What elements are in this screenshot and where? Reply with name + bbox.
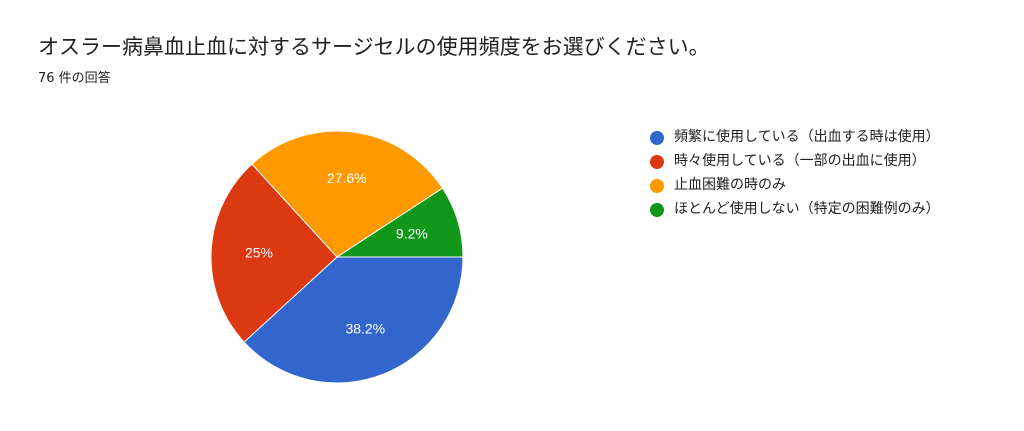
legend-dot-difficult-only <box>650 179 664 193</box>
legend-label-frequent: 頻繁に使用している（出血する時は使用） <box>674 129 940 145</box>
legend-dot-sometimes <box>650 155 664 169</box>
pie-slice-label-rarely: 9.2% <box>396 225 428 241</box>
legend-label-sometimes: 時々使用している（一部の出血に使用） <box>674 153 926 169</box>
legend-label-rarely: ほとんど使用しない（特定の困難例のみ） <box>674 201 940 217</box>
response-count: 76 件の回答 <box>38 71 111 86</box>
pie-slice-frequent[interactable] <box>243 256 464 384</box>
pie-slice-rarely[interactable] <box>335 187 464 258</box>
legend-item-frequent[interactable]: 頻繁に使用している（出血する時は使用） <box>650 127 980 148</box>
pie-slice-label-difficult-only: 27.6% <box>327 170 367 186</box>
legend-item-rarely[interactable]: ほとんど使用しない（特定の困難例のみ） <box>650 199 980 220</box>
pie-slice-difficult-only[interactable] <box>251 130 444 258</box>
pie-slice-label-frequent: 38.2% <box>345 321 385 337</box>
legend-item-difficult-only[interactable]: 止血困難の時のみ <box>650 175 980 196</box>
legend-label-difficult-only: 止血困難の時のみ <box>674 177 786 193</box>
pie-slice-sometimes[interactable] <box>210 163 338 343</box>
legend-dot-frequent <box>650 131 664 145</box>
legend: 頻繁に使用している（出血する時は使用） 時々使用している（一部の出血に使用） 止… <box>650 127 980 223</box>
chart-title: オスラー病鼻血止血に対するサージセルの使用頻度をお選びください。 <box>38 35 710 59</box>
legend-item-sometimes[interactable]: 時々使用している（一部の出血に使用） <box>650 151 980 172</box>
legend-dot-rarely <box>650 203 664 217</box>
pie-slice-label-sometimes: 25% <box>245 244 273 260</box>
